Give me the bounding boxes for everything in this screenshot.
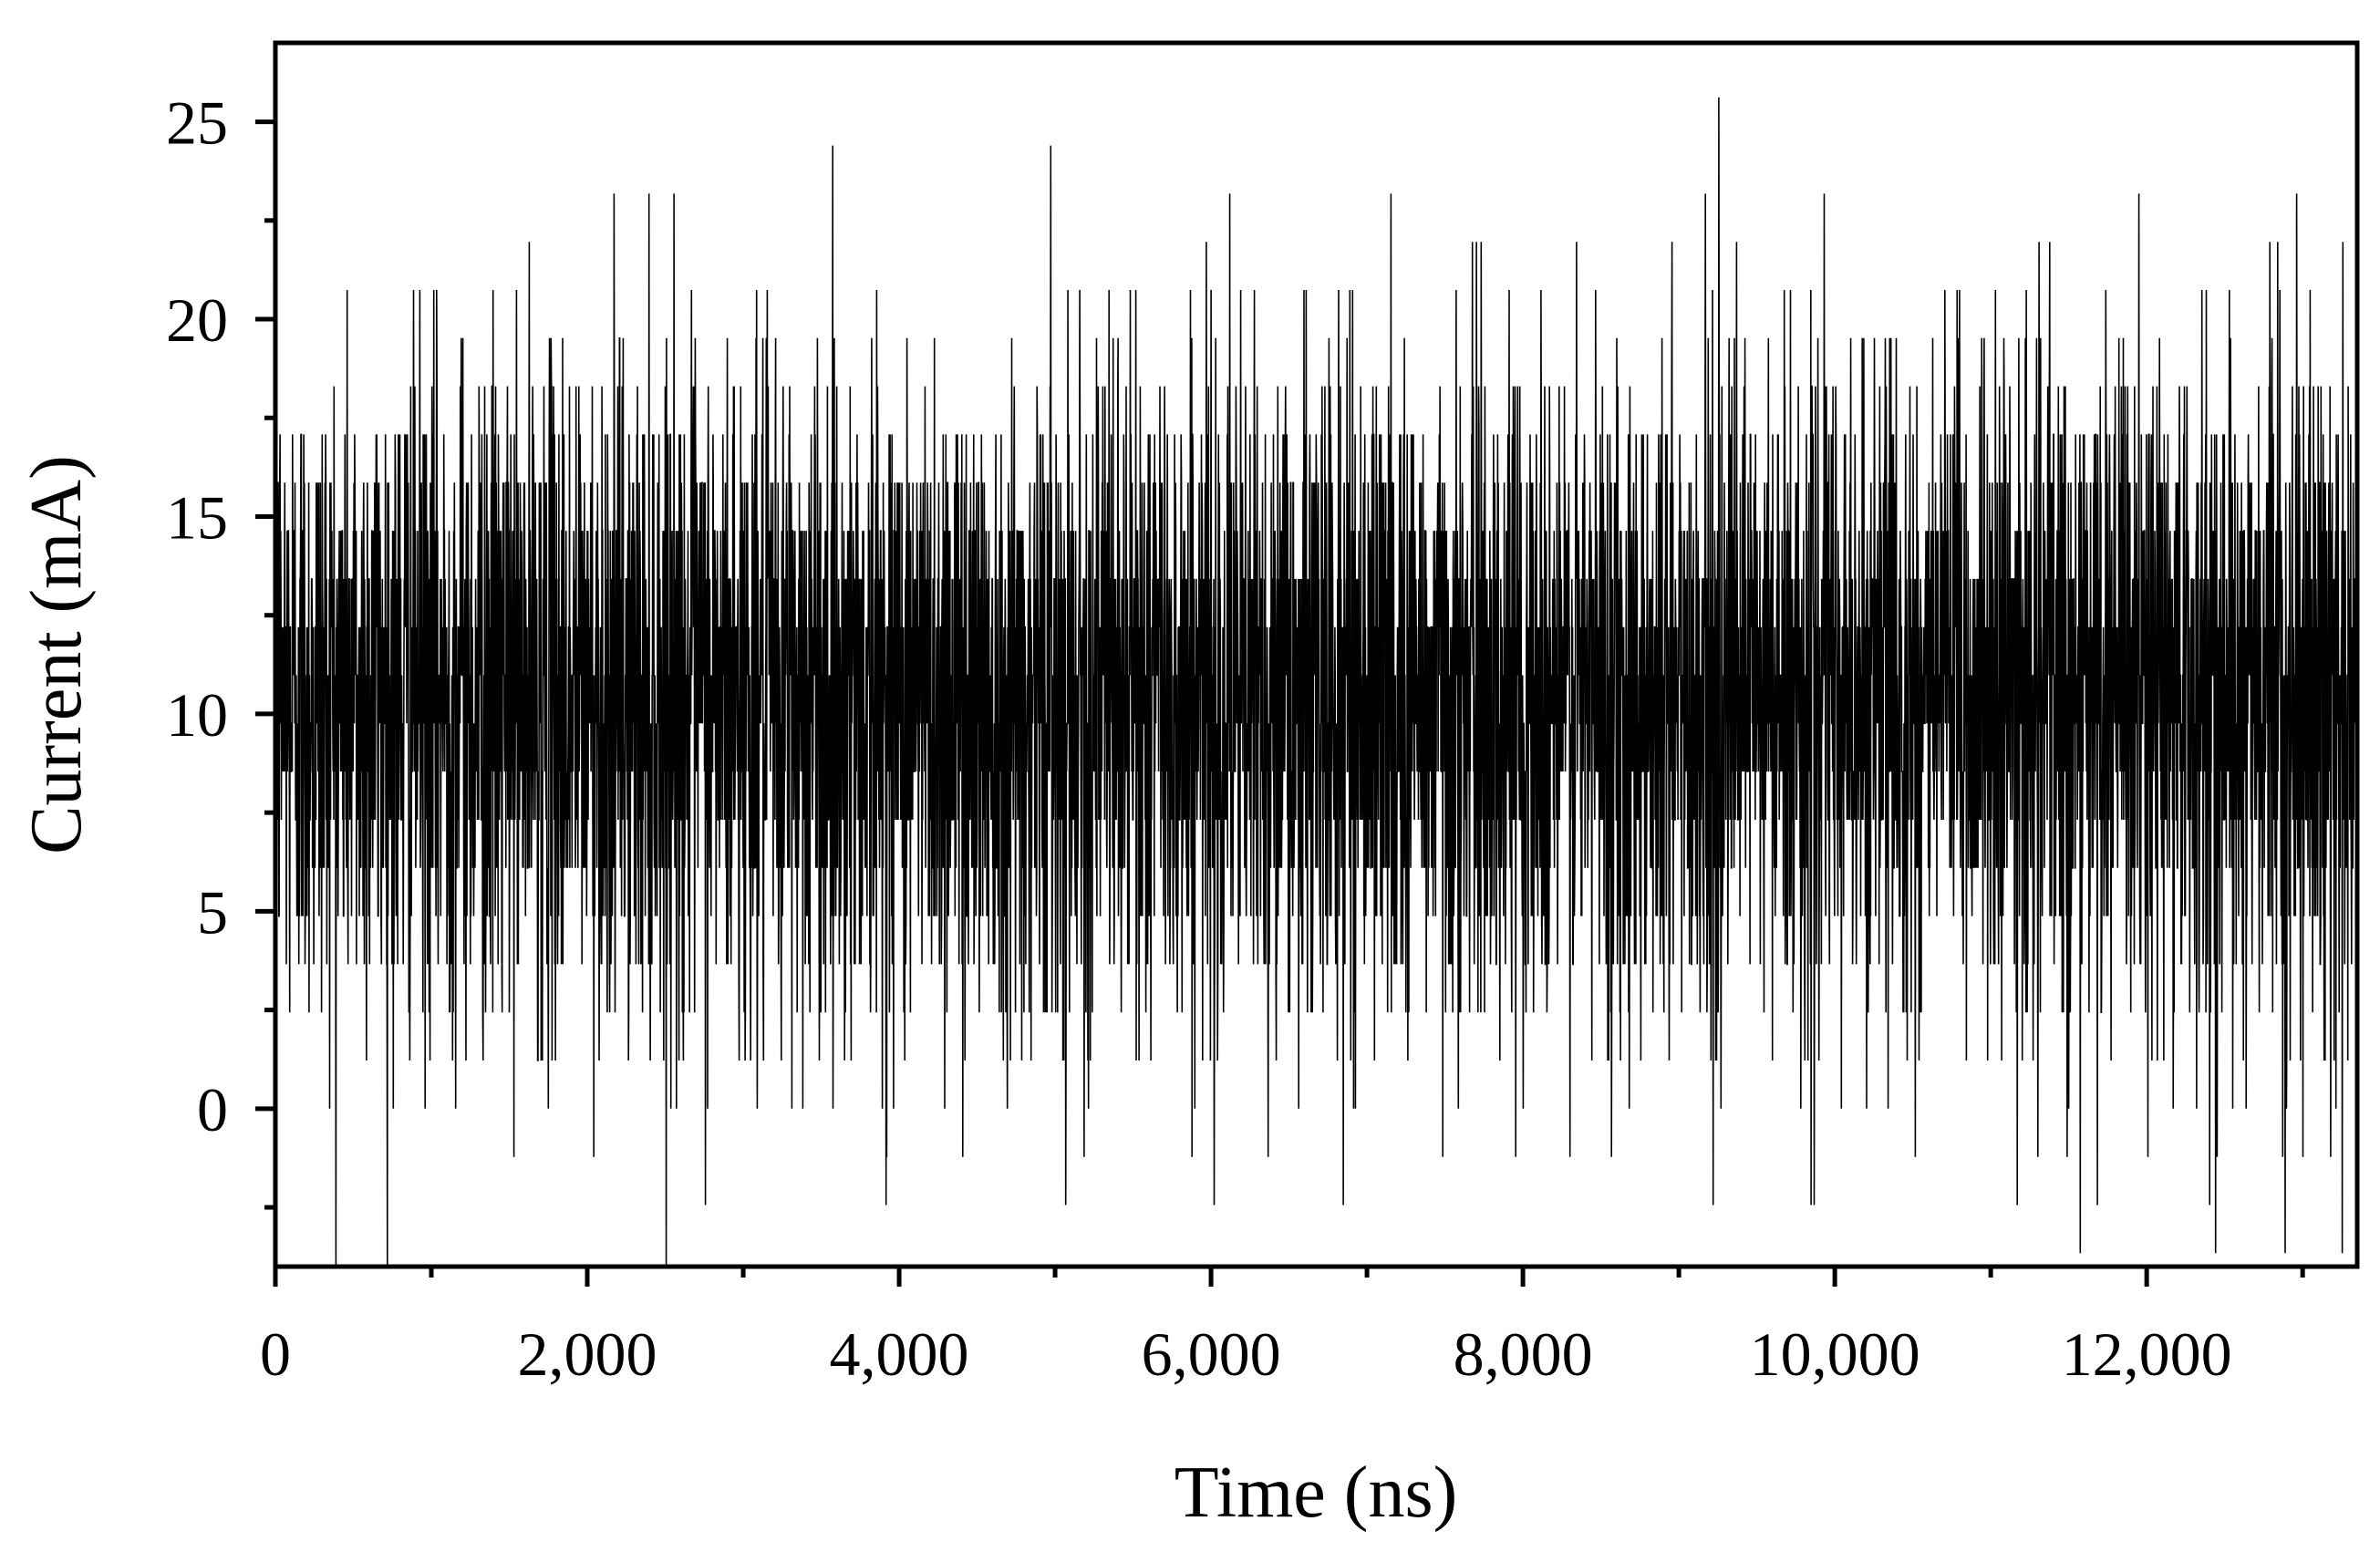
y-tick-label: 5 [197, 877, 228, 947]
x-tick-label: 2,000 [518, 1319, 657, 1389]
x-tick-label: 10,000 [1750, 1319, 1920, 1389]
x-tick-label: 8,000 [1454, 1319, 1593, 1389]
current-series-line [274, 97, 2358, 1267]
x-axis-ticks [273, 1267, 2305, 1287]
x-axis-title: Time (ns) [1174, 1453, 1457, 1533]
y-tick-label: 10 [166, 680, 228, 750]
x-axis-tick-labels: 0 2,000 4,000 6,000 8,000 10,000 12,000 [260, 1319, 2232, 1389]
y-tick-label: 15 [166, 482, 228, 552]
x-tick-label: 4,000 [830, 1319, 969, 1389]
y-tick-label: 25 [166, 88, 228, 158]
y-axis-title: Current (mA) [16, 455, 97, 854]
y-tick-label: 20 [166, 285, 228, 355]
y-axis-ticks [255, 119, 275, 1210]
x-tick-label: 0 [260, 1319, 291, 1389]
y-axis-tick-labels: 0 5 10 15 20 25 [166, 88, 228, 1144]
y-tick-label: 0 [197, 1075, 228, 1144]
plot-frame [273, 40, 2360, 1269]
x-tick-label: 12,000 [2062, 1319, 2232, 1389]
current-trace [274, 97, 2358, 1267]
x-tick-label: 6,000 [1142, 1319, 1281, 1389]
